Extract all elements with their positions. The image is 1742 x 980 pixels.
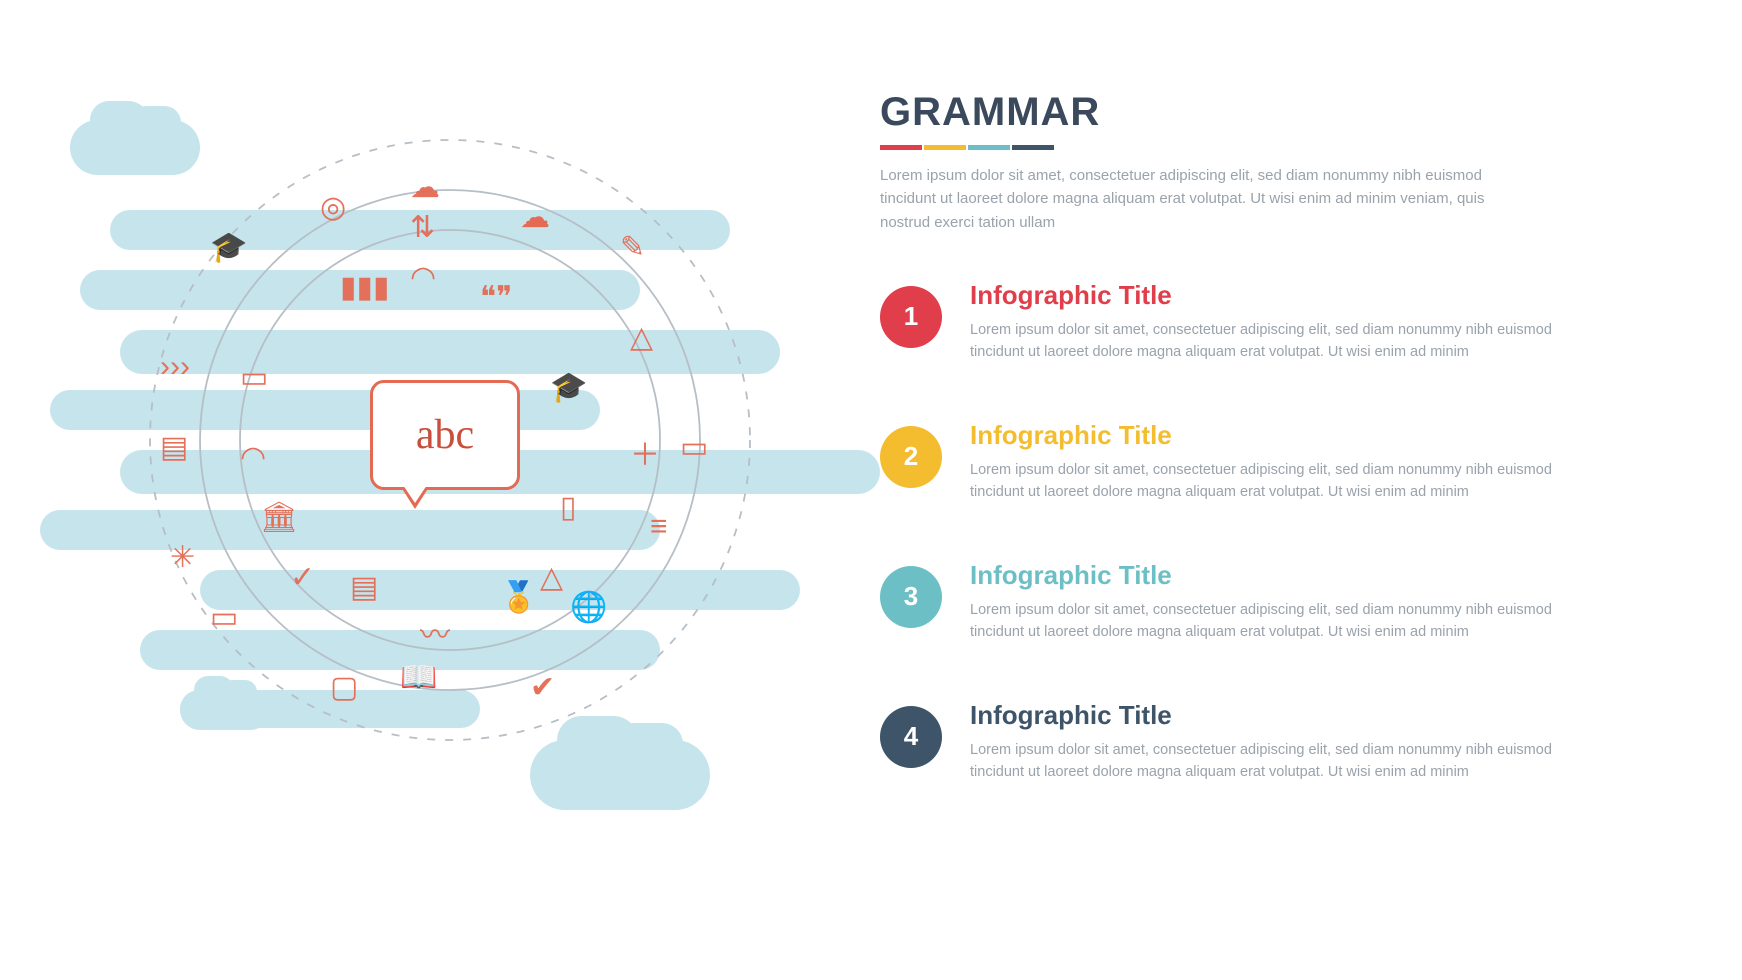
underline-segment: [968, 145, 1010, 150]
list-item: 2 Infographic Title Lorem ipsum dolor si…: [880, 420, 1640, 504]
clipboard2-icon: ▤: [350, 570, 378, 605]
item-number-badge: 2: [880, 426, 942, 488]
globe-icon: 🌐: [570, 590, 607, 625]
updown-icon: ⇅: [410, 210, 435, 245]
plus-icon: ＋: [630, 430, 660, 474]
spark-icon: ✳: [170, 540, 195, 575]
item-number-badge: 1: [880, 286, 942, 348]
item-body: Lorem ipsum dolor sit amet, consectetuer…: [970, 599, 1570, 644]
phone-chat-icon: ▯: [560, 490, 577, 525]
ribbon-icon: 🏅: [500, 580, 537, 615]
cloud-icon: ☁: [410, 170, 440, 205]
underline-segment: [880, 145, 922, 150]
target-icon: ◎: [320, 190, 346, 225]
illustration-area: ◎☁⇅☁✎🎓▮▮▮◠❝❞△›››▭🎓▤◠＋▭🏛▯≡✳✓▤△🏅🌐▭〰▢📖✔ abc: [80, 120, 900, 860]
item-body: Lorem ipsum dolor sit amet, consectetuer…: [970, 319, 1570, 364]
bank-icon: 🏛: [260, 500, 298, 535]
item-number-badge: 4: [880, 706, 942, 768]
infographic-canvas: ◎☁⇅☁✎🎓▮▮▮◠❝❞△›››▭🎓▤◠＋▭🏛▯≡✳✓▤△🏅🌐▭〰▢📖✔ abc…: [0, 0, 1742, 980]
books-icon: ▮▮▮: [340, 270, 390, 305]
pencil-icon: ✎: [620, 230, 645, 265]
zigzag-icon: 〰: [420, 610, 450, 654]
grad-book-icon: 🎓: [210, 230, 247, 265]
title-underline: [880, 145, 1640, 150]
center-label: abc: [416, 411, 474, 459]
cert-icon: ▭: [240, 360, 268, 395]
underline-segment: [924, 145, 966, 150]
orbit-rings: [80, 120, 900, 860]
item-body: Lorem ipsum dolor sit amet, consectetuer…: [970, 459, 1570, 504]
page-title: GRAMMAR: [880, 90, 1640, 135]
rainbow2-icon: ◠: [240, 440, 266, 475]
clipboard-icon: ▤: [160, 430, 188, 465]
underline-segment: [1012, 145, 1054, 150]
center-bubble: abc: [370, 380, 520, 490]
quotes-icon: ❝❞: [480, 280, 512, 315]
item-number-badge: 3: [880, 566, 942, 628]
item-title: Infographic Title: [970, 420, 1570, 451]
intro-text: Lorem ipsum dolor sit amet, consectetuer…: [880, 164, 1520, 234]
lines-icon: ≡: [650, 510, 668, 544]
list-item: 4 Infographic Title Lorem ipsum dolor si…: [880, 700, 1640, 784]
check-icon: ✓: [290, 560, 315, 595]
check2-icon: ✔: [530, 670, 555, 705]
rainbow-icon: ◠: [410, 260, 436, 295]
item-title: Infographic Title: [970, 280, 1570, 311]
book-icon: ▭: [680, 430, 708, 465]
cloud-fill-icon: ☁: [520, 200, 550, 235]
openbook-icon: 📖: [400, 660, 437, 695]
content-panel: GRAMMAR Lorem ipsum dolor sit amet, cons…: [880, 90, 1640, 840]
item-title: Infographic Title: [970, 560, 1570, 591]
laptop-icon: ▭: [210, 600, 238, 635]
item-title: Infographic Title: [970, 700, 1570, 731]
square-icon: ▢: [330, 670, 358, 705]
triangle-icon: △: [630, 320, 653, 355]
item-body: Lorem ipsum dolor sit amet, consectetuer…: [970, 739, 1570, 784]
tri-small-icon: △: [540, 560, 563, 595]
list-item: 1 Infographic Title Lorem ipsum dolor si…: [880, 280, 1640, 364]
grad-cap-icon: 🎓: [550, 370, 587, 405]
list-item: 3 Infographic Title Lorem ipsum dolor si…: [880, 560, 1640, 644]
chevrons-icon: ›››: [160, 350, 190, 384]
